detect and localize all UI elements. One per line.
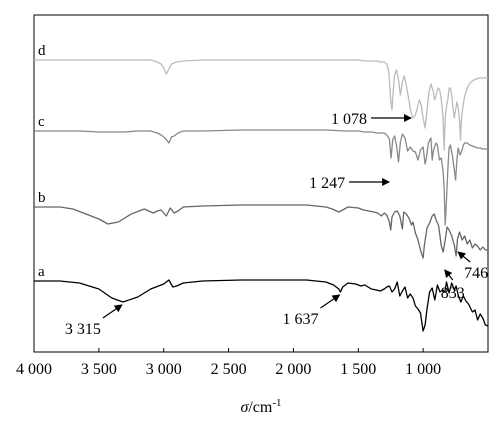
annotation-arrow	[444, 269, 454, 281]
x-axis-title-symbol: σ	[240, 399, 249, 416]
annotation-arrow	[102, 304, 123, 319]
series-label-b: b	[38, 190, 46, 206]
annotation-arrow	[320, 294, 341, 309]
x-tick-label: 3 000	[146, 361, 182, 378]
x-tick-label: 3 500	[81, 361, 117, 378]
annotation-arrow	[457, 251, 471, 263]
x-tick-label: 2 500	[211, 361, 247, 378]
annotation-label: 1 247	[309, 175, 345, 192]
series-line-a	[34, 279, 489, 332]
spectra: a b c d	[34, 43, 489, 332]
x-tick-label: 4 000	[16, 361, 52, 378]
annotation-label: 746	[464, 265, 488, 282]
series-line-c	[34, 129, 488, 226]
peak-annotations: 3 315 1 637 1 247 1 078 746 833	[65, 111, 488, 338]
series-line-d	[34, 59, 488, 151]
x-axis-title-exponent: -1	[272, 397, 281, 409]
x-axis-title-unit: /cm	[248, 399, 273, 416]
series-label-a: a	[38, 264, 45, 280]
x-tick-label: 2 000	[275, 361, 311, 378]
series-line-b	[34, 204, 488, 259]
annotation-label: 1 637	[283, 311, 319, 328]
x-tick-label: 1 500	[340, 361, 376, 378]
x-axis-title: σ/cm-1	[240, 397, 281, 416]
series-label-c: c	[38, 114, 45, 130]
annotation-label: 833	[441, 285, 465, 302]
x-tick-label: 1 000	[405, 361, 441, 378]
annotation-label: 1 078	[331, 111, 367, 128]
plot-frame	[33, 14, 489, 353]
annotation-label: 3 315	[65, 321, 101, 338]
x-axis-ticks: 4 000 3 500 3 000 2 500 2 000 1 500 1 000	[16, 348, 441, 378]
series-label-d: d	[38, 43, 46, 59]
